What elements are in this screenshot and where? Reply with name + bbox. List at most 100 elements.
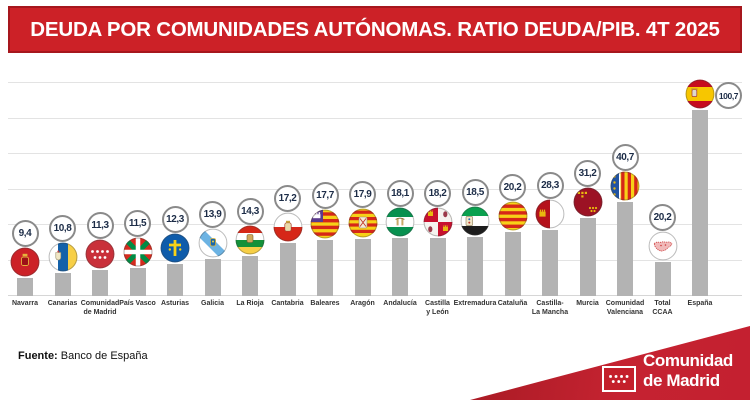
bar-group-galicia: 13,9 Galicia xyxy=(191,60,235,307)
axis-label: Castilla y León xyxy=(425,300,450,316)
madrid-flag-icon xyxy=(602,366,636,392)
comunidad-valenciana-flag-icon xyxy=(610,171,640,201)
axis-label: Cantabria xyxy=(271,300,304,307)
bar-group-castilla-y-leon: 18,2 Castilla y León xyxy=(416,60,460,316)
axis-label: Canarias xyxy=(47,300,78,307)
bar xyxy=(17,278,33,296)
pais-vasco-flag-icon xyxy=(123,237,153,267)
bar xyxy=(617,202,633,296)
bar-group-asturias: 12,3 Asturias xyxy=(153,60,197,307)
andalucia-flag-icon xyxy=(385,207,415,237)
axis-label: Total CCAA xyxy=(652,300,673,316)
axis-label: España xyxy=(687,300,713,307)
value-badge: 31,2 xyxy=(574,160,601,187)
page-title: DEUDA POR COMUNIDADES AUTÓNOMAS. RATIO D… xyxy=(30,17,720,41)
logo-line2: de Madrid xyxy=(643,371,720,391)
bar xyxy=(279,243,296,296)
bar-group-aragon: 17,9 Aragón xyxy=(341,60,385,307)
source-text: Banco de España xyxy=(60,350,148,362)
bar-group-murcia: 31,2 Murcia xyxy=(566,60,610,307)
axis-label: Castilla- La Mancha xyxy=(531,300,569,316)
axis-label: Asturias xyxy=(160,300,189,307)
axis-label: La Rioja xyxy=(236,300,264,307)
castilla-la-mancha-flag-icon xyxy=(535,199,565,229)
axis-label: Andalucía xyxy=(383,300,417,307)
value-badge: 18,2 xyxy=(424,180,451,207)
extremadura-flag-icon xyxy=(460,206,490,236)
source-note: Fuente: Banco de España xyxy=(18,350,148,362)
bar-chart: 9,4 Navarra 10,8 Canarias 11,3 Comunidad de M… xyxy=(0,60,750,316)
axis-label: Cataluña xyxy=(497,300,528,307)
source-label: Fuente: xyxy=(18,350,58,362)
axis-label: Aragón xyxy=(350,300,375,307)
galicia-flag-icon xyxy=(198,228,228,258)
value-badge: 20,2 xyxy=(649,204,676,231)
bar-group-la-rioja: 14,3 La Rioja xyxy=(228,60,272,307)
castilla-y-leon-flag-icon xyxy=(423,207,453,237)
axis-label: Baleares xyxy=(310,300,340,307)
bar xyxy=(504,232,521,296)
value-badge: 17,2 xyxy=(274,185,301,212)
aragon-flag-icon xyxy=(348,208,378,238)
bar-group-andalucia: 18,1 Andalucía xyxy=(378,60,422,307)
value-badge: 20,2 xyxy=(499,174,526,201)
title-banner: DEUDA POR COMUNIDADES AUTÓNOMAS. RATIO D… xyxy=(8,6,742,53)
value-badge: 12,3 xyxy=(161,206,189,233)
value-badge: 17,7 xyxy=(311,182,339,209)
value-badge: 17,9 xyxy=(349,181,376,208)
bar-group-cantabria: 17,2 Cantabria xyxy=(266,60,310,307)
bar xyxy=(579,218,596,296)
bar-group-extremadura: 18,5 Extremadura xyxy=(453,60,497,307)
bar xyxy=(692,110,708,296)
cantabria-flag-icon xyxy=(273,212,303,242)
baleares-flag-icon xyxy=(310,209,340,239)
bar xyxy=(204,259,221,296)
bar-group-comunidad-de-madrid: 11,3 Comunidad de Madrid xyxy=(78,60,122,316)
bar-group-pais-vasco: 11,5 País Vasco xyxy=(116,60,160,307)
cataluna-flag-icon xyxy=(498,201,528,231)
axis-label: Galicia xyxy=(201,300,224,307)
spain-map-icon xyxy=(648,231,678,261)
bar xyxy=(392,238,408,296)
comunidad-madrid-logo: Comunidad de Madrid xyxy=(643,351,733,392)
bar-group-comunidad-valenciana: 40,7 Comunidad Valenciana xyxy=(603,60,647,316)
x-axis-baseline xyxy=(8,295,742,296)
bar xyxy=(54,273,71,296)
value-badge: 10,8 xyxy=(49,215,76,242)
gridline xyxy=(8,82,742,83)
value-badge: 13,9 xyxy=(199,201,226,228)
axis-label: Murcia xyxy=(576,300,599,307)
bar xyxy=(429,238,446,296)
asturias-flag-icon xyxy=(160,233,190,263)
value-badge: 28,3 xyxy=(536,172,564,199)
value-badge: 18,5 xyxy=(461,179,489,206)
gridline xyxy=(8,153,742,154)
bar-group-cataluna: 20,2 Cataluña xyxy=(491,60,535,307)
gridline xyxy=(8,117,742,119)
canarias-flag-icon xyxy=(48,242,78,272)
bar xyxy=(167,264,183,296)
murcia-flag-icon xyxy=(573,187,603,217)
value-badge: 18,1 xyxy=(386,180,414,207)
bar-group-baleares: 17,7 Baleares xyxy=(303,60,347,307)
navarra-flag-icon xyxy=(10,247,40,277)
bar xyxy=(317,240,333,296)
value-badge: 9,4 xyxy=(11,220,39,247)
value-badge: 11,3 xyxy=(86,212,114,239)
gridline xyxy=(8,259,742,261)
bar xyxy=(242,256,258,296)
logo-line1: Comunidad xyxy=(643,351,733,370)
bar-group-spain-map: 20,2 Total CCAA xyxy=(641,60,685,316)
axis-label: Extremadura xyxy=(453,300,497,307)
bar xyxy=(654,262,671,296)
espana-flag-icon xyxy=(685,79,715,109)
value-badge: 14,3 xyxy=(236,198,264,225)
value-badge: 40,7 xyxy=(611,144,639,171)
bar xyxy=(129,268,146,296)
bar-group-navarra: 9,4 Navarra xyxy=(3,60,47,307)
bar xyxy=(354,239,371,296)
bar-group-canarias: 10,8 Canarias xyxy=(41,60,85,307)
value-badge: 100,7 xyxy=(715,82,742,109)
la-rioja-flag-icon xyxy=(235,225,265,255)
axis-label: Navarra xyxy=(11,300,39,307)
